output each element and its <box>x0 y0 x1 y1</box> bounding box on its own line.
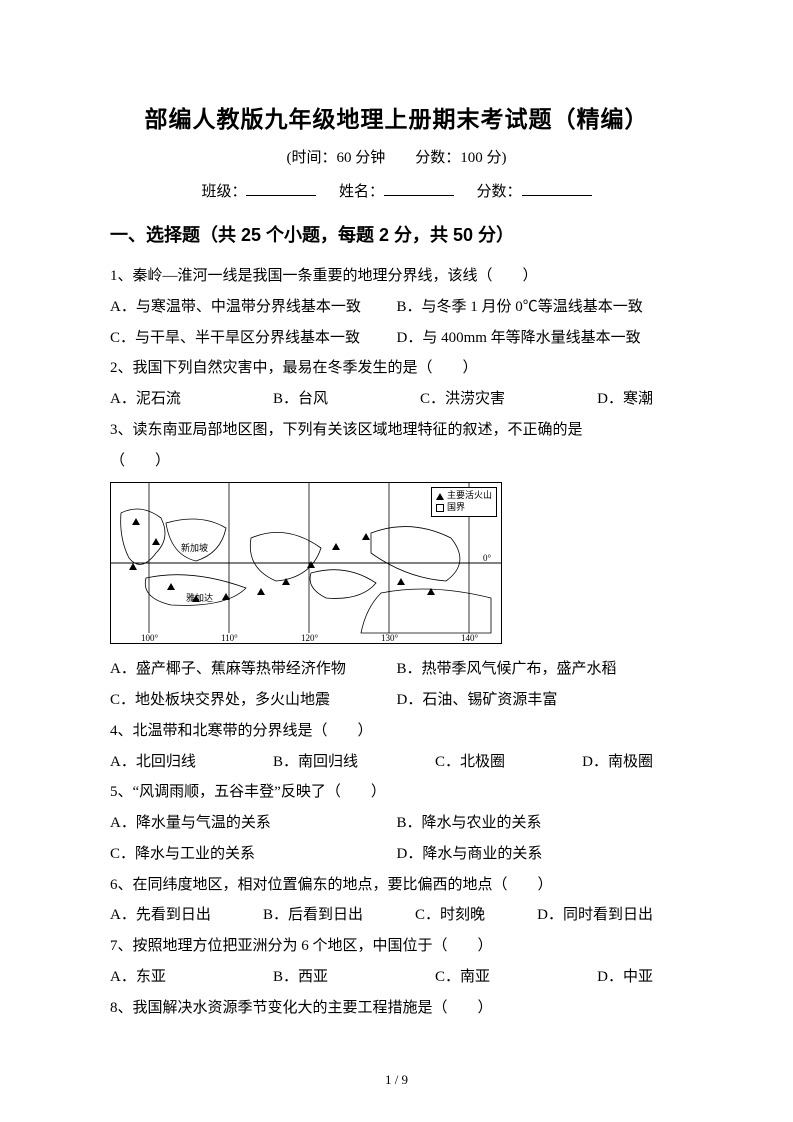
q7-opt-b: B．西亚 <box>273 962 328 993</box>
q7-options: A．东亚 B．西亚 C．南亚 D．中亚 <box>110 962 683 993</box>
legend-volcano: 主要活火山 <box>447 490 492 502</box>
q2-opt-c: C．洪涝灾害 <box>420 384 505 415</box>
q4-opt-a: A．北回归线 <box>110 747 196 778</box>
q3-options-row2: C．地处板块交界处，多火山地震 D．石油、锡矿资源丰富 <box>110 685 683 716</box>
q5-opt-c: C．降水与工业的关系 <box>110 839 397 870</box>
q6-opt-d: D．同时看到日出 <box>537 900 653 931</box>
q3-stem-line2: （ ） <box>110 446 683 477</box>
q4-opt-b: B．南回归线 <box>273 747 358 778</box>
map-lon-130: 130° <box>381 633 399 643</box>
map-lon-140: 140° <box>461 633 479 643</box>
q1-opt-d: D．与 400mm 年等降水量线基本一致 <box>397 323 684 354</box>
q2-options: A．泥石流 B．台风 C．洪涝灾害 D．寒潮 <box>110 384 683 415</box>
q4-opt-c: C．北极圈 <box>435 747 505 778</box>
name-blank[interactable] <box>384 179 454 196</box>
q8-stem: 8、我国解决水资源季节变化大的主要工程措施是（ ） <box>110 993 683 1024</box>
map-lon-110: 110° <box>221 633 238 643</box>
q7-opt-c: C．南亚 <box>435 962 490 993</box>
q6-opt-b: B．后看到日出 <box>263 900 363 931</box>
q6-opt-c: C．时刻晚 <box>415 900 485 931</box>
q3-options-row1: A．盛产椰子、蕉麻等热带经济作物 B．热带季风气候广布，盛产水稻 <box>110 654 683 685</box>
q6-options: A．先看到日出 B．后看到日出 C．时刻晚 D．同时看到日出 <box>110 900 683 931</box>
legend-country: 国界 <box>447 502 465 514</box>
q4-options: A．北回归线 B．南回归线 C．北极圈 D．南极圈 <box>110 747 683 778</box>
q7-stem: 7、按照地理方位把亚洲分为 6 个地区，中国位于（ ） <box>110 931 683 962</box>
exam-page: 部编人教版九年级地理上册期末考试题（精编） (时间：60 分钟 分数：100 分… <box>0 0 793 1122</box>
q2-opt-b: B．台风 <box>273 384 328 415</box>
map-city-singapore: 新加坡 <box>181 542 208 553</box>
q5-stem: 5、“风调雨顺，五谷丰登”反映了（ ） <box>110 777 683 808</box>
page-number: 1 / 9 <box>0 1072 793 1088</box>
q6-stem: 6、在同纬度地区，相对位置偏东的地点，要比偏西的地点（ ） <box>110 870 683 901</box>
score-blank[interactable] <box>522 179 592 196</box>
student-info-row: 班级： 姓名： 分数： <box>110 179 683 201</box>
map-lat-0: 0° <box>483 553 492 563</box>
q3-opt-d: D．石油、锡矿资源丰富 <box>397 685 684 716</box>
name-label: 姓名： <box>339 184 384 200</box>
q1-opt-c: C．与干旱、半干旱区分界线基本一致 <box>110 323 397 354</box>
q1-options-row1: A．与寒温带、中温带分界线基本一致 B．与冬季 1 月份 0℃等温线基本一致 <box>110 292 683 323</box>
q2-opt-a: A．泥石流 <box>110 384 181 415</box>
section-1-heading: 一、选择题（共 25 个小题，每题 2 分，共 50 分） <box>110 221 683 247</box>
q5-options-row2: C．降水与工业的关系 D．降水与商业的关系 <box>110 839 683 870</box>
q6-opt-a: A．先看到日出 <box>110 900 211 931</box>
score-label: 分数： <box>477 184 522 200</box>
map-lon-100: 100° <box>141 633 159 643</box>
q3-opt-a: A．盛产椰子、蕉麻等热带经济作物 <box>110 654 397 685</box>
class-blank[interactable] <box>246 179 316 196</box>
q5-opt-a: A．降水量与气温的关系 <box>110 808 397 839</box>
q2-opt-d: D．寒潮 <box>597 384 653 415</box>
page-subtitle: (时间：60 分钟 分数：100 分) <box>110 146 683 167</box>
q1-options-row2: C．与干旱、半干旱区分界线基本一致 D．与 400mm 年等降水量线基本一致 <box>110 323 683 354</box>
q5-options-row1: A．降水量与气温的关系 B．降水与农业的关系 <box>110 808 683 839</box>
page-title: 部编人教版九年级地理上册期末考试题（精编） <box>110 100 683 134</box>
q3-stem-line1: 3、读东南亚局部地区图，下列有关该区域地理特征的叙述，不正确的是 <box>110 415 683 446</box>
q5-opt-b: B．降水与农业的关系 <box>397 808 684 839</box>
q1-opt-b: B．与冬季 1 月份 0℃等温线基本一致 <box>397 292 684 323</box>
q1-stem: 1、秦岭—淮河一线是我国一条重要的地理分界线，该线（ ） <box>110 261 683 292</box>
q3-opt-c: C．地处板块交界处，多火山地震 <box>110 685 397 716</box>
map-city-jakarta: 雅加达 <box>186 592 213 603</box>
class-label: 班级： <box>201 184 246 200</box>
q7-opt-d: D．中亚 <box>597 962 653 993</box>
map-lon-120: 120° <box>301 633 319 643</box>
q7-opt-a: A．东亚 <box>110 962 166 993</box>
q2-stem: 2、我国下列自然灾害中，最易在冬季发生的是（ ） <box>110 353 683 384</box>
volcano-icon <box>436 493 444 500</box>
q5-opt-d: D．降水与商业的关系 <box>397 839 684 870</box>
map-legend: 主要活火山 国界 <box>431 487 497 516</box>
q4-stem: 4、北温带和北寒带的分界线是（ ） <box>110 716 683 747</box>
q3-opt-b: B．热带季风气候广布，盛产水稻 <box>397 654 684 685</box>
q1-opt-a: A．与寒温带、中温带分界线基本一致 <box>110 292 397 323</box>
q4-opt-d: D．南极圈 <box>582 747 653 778</box>
country-icon <box>436 504 444 512</box>
q3-map-figure: 新加坡 雅加达 100° 110° 120° 130° 140° 0° 主要活火… <box>110 482 502 644</box>
